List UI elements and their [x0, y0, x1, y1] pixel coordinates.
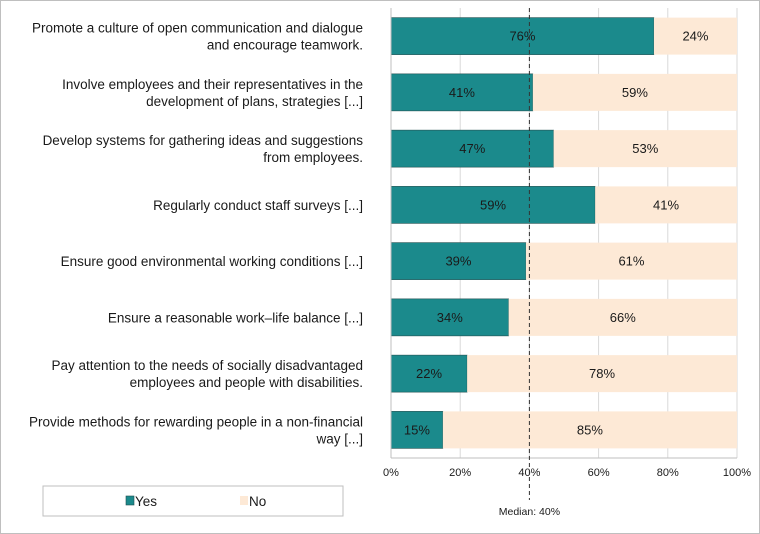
data-label-yes-6: 22%: [416, 366, 442, 381]
category-label-1-line-0: Involve employees and their representati…: [62, 77, 363, 92]
data-label-yes-4: 39%: [445, 254, 471, 269]
bar-no-4: [525, 242, 737, 280]
category-label-6-line-1: employees and people with disabilities.: [130, 375, 363, 390]
category-label-5-line-0: Ensure a reasonable work–life balance [.…: [108, 310, 363, 325]
data-label-no-0: 24%: [682, 29, 708, 44]
category-label-3-line-0: Regularly conduct staff surveys [...]: [153, 198, 363, 213]
x-tick-label-80: 80%: [657, 467, 679, 479]
data-label-no-7: 85%: [577, 422, 603, 437]
x-tick-label-60: 60%: [588, 467, 610, 479]
bar-yes-5: [390, 298, 509, 337]
x-tick-label-0: 0%: [383, 467, 399, 479]
bar-no-3: [595, 186, 737, 224]
data-label-no-4: 61%: [618, 254, 644, 269]
bar-no-0: [653, 17, 737, 55]
bar-yes-6: [390, 354, 468, 393]
data-label-no-3: 41%: [653, 197, 679, 212]
category-label-1-line-1: development of plans, strategies [...]: [146, 94, 363, 109]
median-label: Median: 40%: [499, 506, 560, 518]
data-label-no-6: 78%: [589, 366, 615, 381]
category-label-4-line-0: Ensure good environmental working condit…: [61, 254, 363, 269]
category-label-0-line-1: and encourage teamwork.: [207, 38, 363, 53]
data-label-yes-2: 47%: [459, 141, 485, 156]
data-label-no-1: 59%: [622, 85, 648, 100]
data-label-yes-0: 76%: [509, 29, 535, 44]
bar-no-6: [467, 355, 737, 393]
legend-swatch-yes: [125, 495, 135, 506]
data-label-yes-1: 41%: [449, 85, 475, 100]
category-label-7-line-1: way [...]: [315, 431, 363, 446]
legend-label-no: No: [249, 494, 266, 509]
x-tick-label-100: 100%: [723, 467, 751, 479]
legend-box: [42, 485, 344, 517]
bar-yes-2: [390, 129, 554, 168]
data-label-no-5: 66%: [610, 310, 636, 325]
legend-swatch-no: [240, 496, 248, 505]
bar-no-5: [508, 298, 737, 336]
bar-yes-4: [390, 242, 527, 280]
category-label-7-line-0: Provide methods for rewarding people in …: [29, 414, 363, 429]
bar-yes-3: [390, 186, 596, 224]
x-tick-label-20: 20%: [449, 467, 471, 479]
data-label-yes-5: 34%: [437, 310, 463, 325]
bar-yes-1: [390, 73, 534, 112]
category-label-0-line-0: Promote a culture of open communication …: [32, 21, 363, 36]
data-label-yes-3: 59%: [480, 197, 506, 212]
legend-label-yes: Yes: [135, 494, 157, 509]
bar-no-1: [532, 73, 737, 111]
category-label-2-line-0: Develop systems for gathering ideas and …: [43, 133, 364, 148]
data-label-yes-7: 15%: [404, 422, 430, 437]
bar-no-7: [442, 411, 737, 449]
category-label-2-line-1: from employees.: [263, 150, 363, 165]
data-label-no-2: 53%: [632, 141, 658, 156]
category-label-6-line-0: Pay attention to the needs of socially d…: [52, 358, 363, 373]
bar-no-2: [553, 130, 737, 168]
